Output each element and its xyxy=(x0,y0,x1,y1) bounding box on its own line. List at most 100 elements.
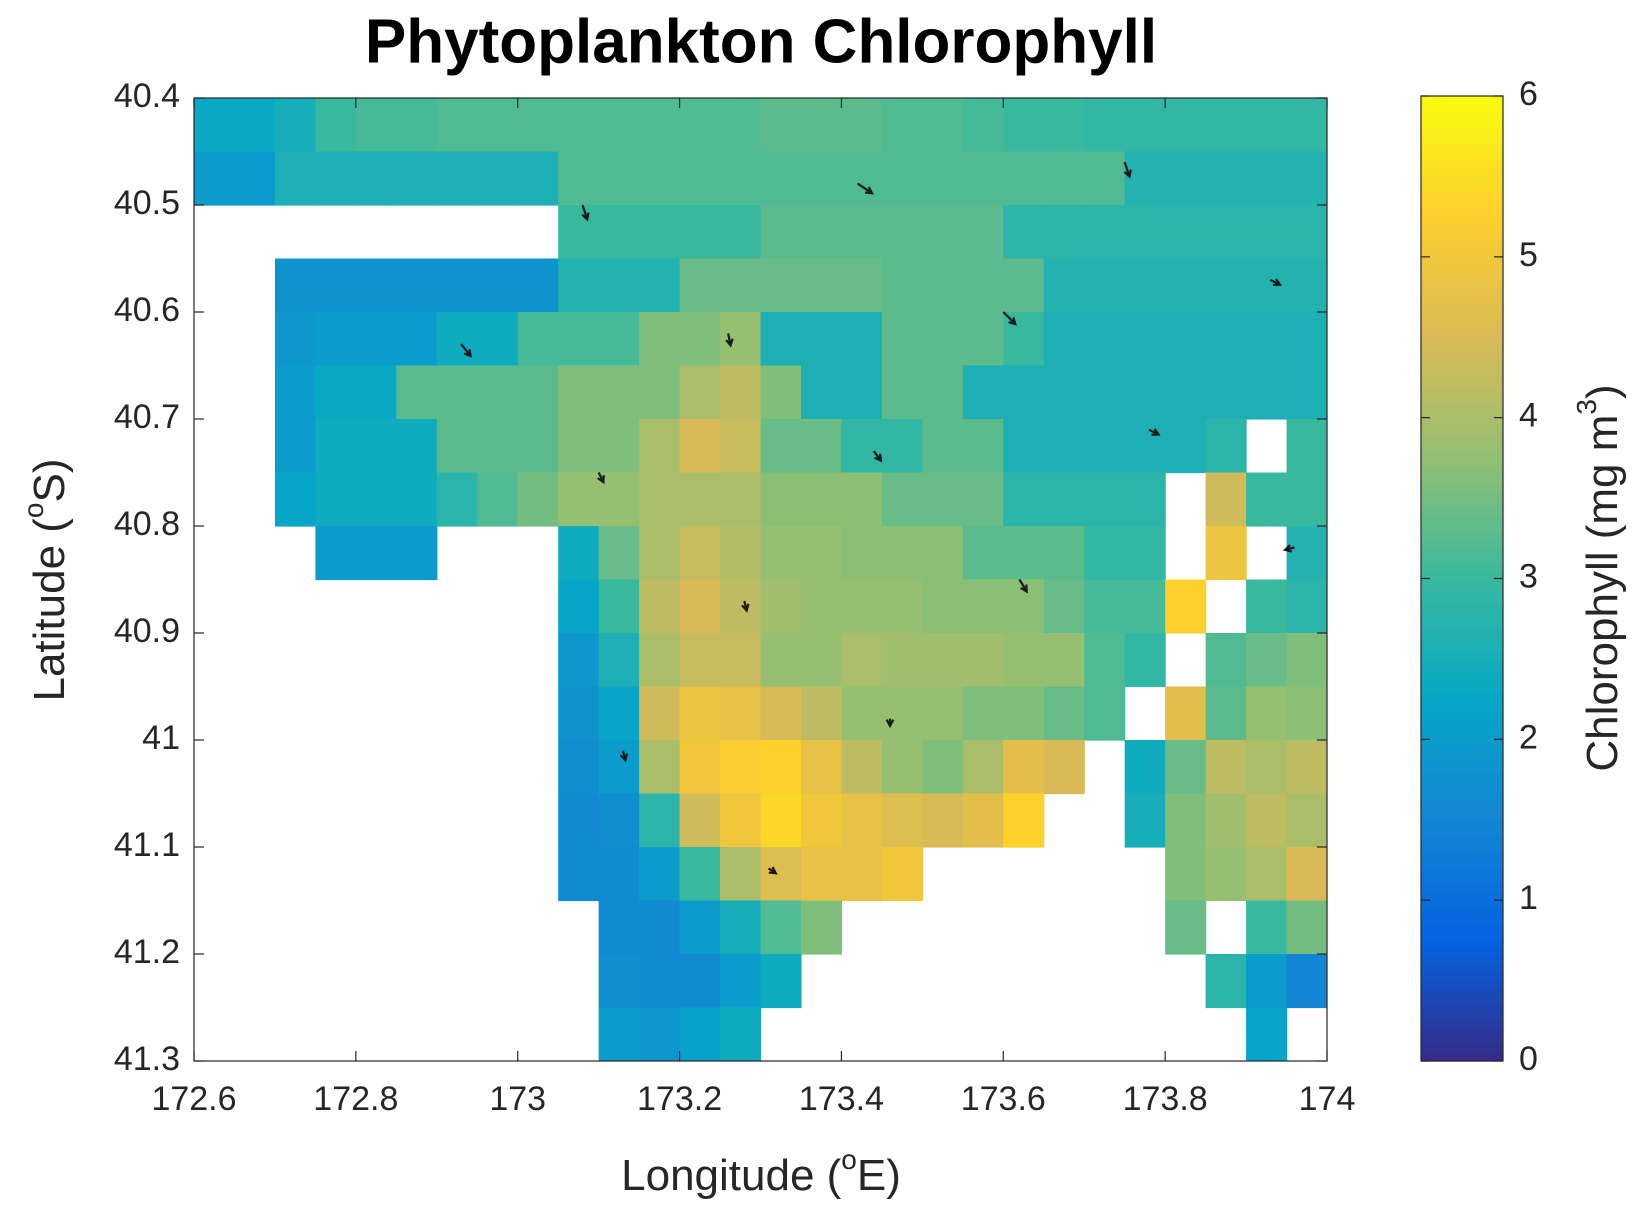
heatmap-cell xyxy=(1205,472,1247,527)
heatmap-cell xyxy=(558,312,600,367)
heatmap-cell xyxy=(1003,793,1045,848)
heatmap-cell xyxy=(1124,526,1166,581)
colorbar-swatch xyxy=(1421,948,1503,958)
x-label-sup: o xyxy=(841,1144,857,1175)
colorbar-swatch xyxy=(1421,618,1503,628)
heatmap-cell xyxy=(922,579,964,634)
colorbar-swatch xyxy=(1421,602,1503,612)
heatmap-cell xyxy=(1246,205,1288,260)
heatmap-cell xyxy=(1205,740,1247,795)
current-arrow xyxy=(885,718,895,729)
heatmap-cell xyxy=(1246,740,1288,795)
heatmap-cell xyxy=(1165,205,1207,260)
heatmap-cell xyxy=(639,419,681,474)
colorbar-swatch xyxy=(1421,200,1503,210)
colorbar-swatch xyxy=(1421,723,1503,732)
heatmap-cell xyxy=(1084,98,1126,153)
colorbar-swatch xyxy=(1421,876,1503,885)
heatmap-cell xyxy=(396,98,438,153)
chart-title: Phytoplankton Chlorophyll xyxy=(365,7,1157,76)
heatmap-cell xyxy=(436,98,478,153)
heatmap-cell xyxy=(881,686,923,741)
heatmap-cell xyxy=(396,151,438,206)
heatmap-cell xyxy=(1003,312,1045,367)
heatmap-cell xyxy=(517,312,559,367)
heatmap-cell xyxy=(558,151,600,206)
heatmap-cell xyxy=(639,793,681,848)
colorbar-swatch xyxy=(1421,128,1503,137)
heatmap-cell xyxy=(800,151,843,206)
heatmap-cell xyxy=(841,472,883,527)
heatmap-cell xyxy=(841,633,883,688)
heatmap-cell xyxy=(962,633,1004,688)
colorbar-swatch xyxy=(1421,176,1503,186)
heatmap-cell xyxy=(720,793,762,848)
colorbar-tick-label: 0 xyxy=(1519,1040,1538,1078)
heatmap-cell xyxy=(1165,793,1207,848)
heatmap-cell xyxy=(1286,633,1327,688)
heatmap-cell xyxy=(598,847,640,902)
heatmap-cell xyxy=(558,526,600,581)
heatmap-cell xyxy=(1205,954,1247,1009)
colorbar-swatch xyxy=(1421,473,1503,483)
heatmap-cell xyxy=(477,472,519,527)
heatmap-cell xyxy=(1205,98,1247,153)
heatmap-cell xyxy=(800,472,843,527)
current-arrow xyxy=(767,866,778,875)
current-arrow xyxy=(1018,578,1028,594)
heatmap-cell xyxy=(841,258,883,313)
heatmap-cell xyxy=(800,793,843,848)
heatmap-cells xyxy=(194,98,1327,1061)
colorbar-swatch xyxy=(1421,658,1503,668)
colorbar-swatch xyxy=(1421,377,1503,387)
heatmap-cell xyxy=(477,312,519,367)
colorbar-swatch xyxy=(1421,297,1503,306)
colorbar-swatch xyxy=(1421,152,1503,161)
heatmap-cell xyxy=(720,954,762,1009)
colorbar-swatch xyxy=(1421,224,1503,234)
heatmap-cell xyxy=(881,526,923,581)
heatmap-cell xyxy=(679,526,721,581)
heatmap-cell xyxy=(1124,579,1166,634)
heatmap-cell xyxy=(720,900,762,955)
heatmap-cell xyxy=(274,472,316,527)
colorbar-swatch xyxy=(1421,264,1503,274)
heatmap-cell xyxy=(1286,472,1327,527)
heatmap-cell xyxy=(598,740,640,795)
colorbar-swatch xyxy=(1421,385,1503,395)
heatmap-cell xyxy=(841,205,883,260)
heatmap-cell xyxy=(922,205,964,260)
colorbar-swatch xyxy=(1421,160,1503,169)
heatmap-cell xyxy=(1043,98,1085,153)
heatmap-cell xyxy=(274,365,316,420)
heatmap-cell xyxy=(1124,633,1166,688)
heatmap-cell xyxy=(1043,419,1085,474)
heatmap-cell xyxy=(962,472,1004,527)
heatmap-cell xyxy=(962,740,1004,795)
heatmap-cell xyxy=(1043,312,1085,367)
heatmap-cell xyxy=(558,847,600,902)
x-tick-label: 173.8 xyxy=(1123,1080,1208,1118)
heatmap-cell xyxy=(396,312,438,367)
colorbar-swatch xyxy=(1421,216,1503,226)
heatmap-cell xyxy=(1246,472,1288,527)
heatmap-cell xyxy=(558,633,600,688)
colorbar-swatch xyxy=(1421,755,1503,765)
colorbar-swatch xyxy=(1421,104,1503,113)
colorbar-swatch xyxy=(1421,530,1503,539)
colorbar-swatch xyxy=(1421,996,1503,1006)
heatmap-cell xyxy=(760,793,802,848)
current-arrow xyxy=(460,343,473,358)
heatmap-cell xyxy=(598,900,640,955)
heatmap-cell xyxy=(1003,740,1045,795)
heatmap-cell xyxy=(1003,365,1045,420)
heatmap-cell xyxy=(1165,151,1207,206)
colorbar-tick-label: 3 xyxy=(1519,557,1538,595)
colorbar-swatch xyxy=(1421,401,1503,411)
colorbar-swatch xyxy=(1421,546,1503,555)
heatmap-cell xyxy=(720,205,762,260)
heatmap-cell xyxy=(679,365,721,420)
heatmap-cell xyxy=(1286,258,1327,313)
heatmap-cell xyxy=(760,205,802,260)
heatmap-cell xyxy=(841,419,883,474)
